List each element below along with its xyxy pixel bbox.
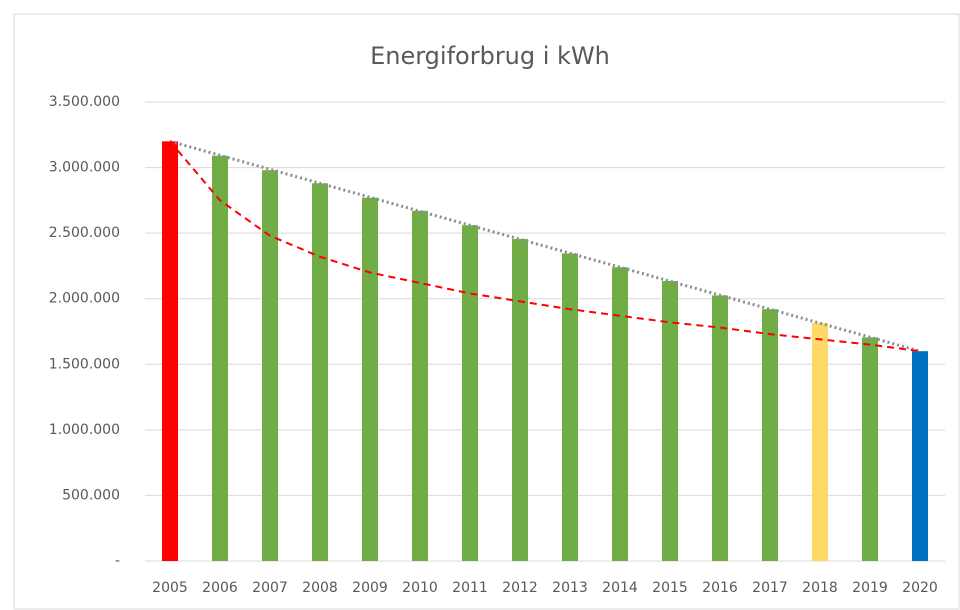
bar	[862, 337, 878, 561]
chart-title: Energiforbrug i kWh	[370, 42, 610, 70]
x-tick-label: 2016	[702, 580, 738, 596]
bar	[662, 281, 678, 561]
bar	[612, 267, 628, 561]
bar	[412, 210, 428, 561]
bar	[712, 295, 728, 561]
bar	[512, 239, 528, 561]
y-tick-label: -	[115, 553, 120, 569]
bar	[162, 141, 178, 562]
bar	[562, 253, 578, 561]
x-tick-label: 2015	[652, 580, 688, 596]
bar	[762, 309, 778, 561]
bar	[262, 170, 278, 562]
x-tick-label: 2018	[802, 580, 838, 596]
y-tick-label: 3.000.000	[49, 160, 120, 176]
y-tick-label: 3.500.000	[49, 94, 120, 110]
y-tick-label: 1.000.000	[49, 422, 120, 438]
bar	[912, 351, 928, 561]
x-tick-label: 2009	[352, 580, 388, 596]
bar	[312, 183, 328, 561]
bar	[812, 322, 828, 561]
bar	[212, 155, 228, 562]
x-tick-label: 2014	[602, 580, 638, 596]
x-tick-label: 2007	[252, 580, 288, 596]
x-tick-label: 2006	[202, 580, 238, 596]
y-tick-label: 500.000	[62, 487, 120, 503]
x-tick-label: 2008	[302, 580, 338, 596]
x-tick-label: 2010	[402, 580, 438, 596]
bar	[462, 225, 478, 561]
bar	[362, 197, 378, 561]
x-tick-label: 2020	[902, 580, 938, 596]
x-tick-label: 2011	[452, 580, 488, 596]
x-tick-label: 2017	[752, 580, 788, 596]
y-tick-label: 2.500.000	[49, 225, 120, 241]
x-tick-label: 2005	[152, 580, 188, 596]
x-tick-label: 2012	[502, 580, 538, 596]
trend-line	[169, 140, 921, 353]
y-tick-label: 1.500.000	[49, 356, 120, 372]
x-tick-label: 2013	[552, 580, 588, 596]
x-tick-label: 2019	[852, 580, 888, 596]
y-tick-label: 2.000.000	[49, 291, 120, 307]
